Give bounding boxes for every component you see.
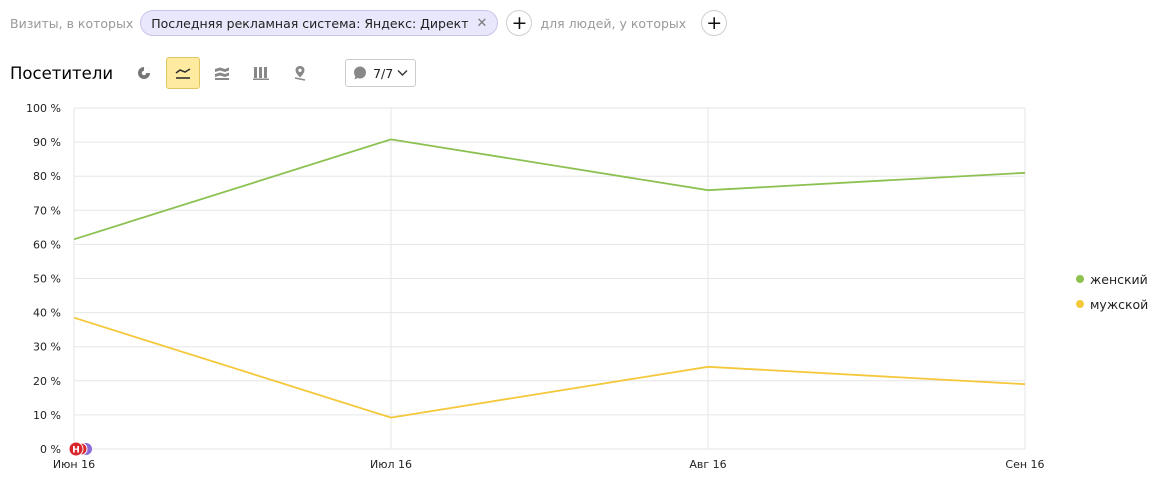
line-chart-icon (175, 68, 191, 79)
y-tick-label: 0 % (40, 443, 61, 456)
series-line-1 (73, 316, 1026, 419)
y-tick-label: 40 % (33, 307, 61, 320)
bar-chart-button[interactable] (244, 57, 278, 89)
chart-toolbar: Посетители (10, 56, 417, 90)
people-filter-label: для людей, у которых (540, 15, 687, 31)
y-tick-label: 20 % (33, 375, 61, 388)
y-tick-label: 90 % (33, 136, 61, 149)
line-chart-button[interactable] (166, 57, 201, 89)
y-tick-label: 30 % (33, 341, 61, 354)
pie-chart-button[interactable] (127, 57, 161, 89)
area-chart-icon (215, 67, 230, 80)
legend-label-male: мужской (1090, 296, 1149, 312)
legend-item-male[interactable]: мужской (1076, 296, 1149, 312)
plus-icon: + (706, 11, 723, 34)
x-tick-label: Июн 16 (53, 458, 95, 471)
y-tick-label: 100 % (26, 102, 61, 115)
annotations-dropdown[interactable]: 7/7 (345, 59, 417, 87)
area-chart-button[interactable] (205, 57, 239, 89)
close-icon[interactable]: ✕ (476, 15, 488, 31)
map-icon (294, 66, 306, 81)
y-tick-label: 60 % (33, 238, 61, 251)
chevron-down-icon (397, 70, 408, 76)
y-tick-label: 50 % (33, 273, 61, 286)
legend-label-female: женский (1090, 271, 1148, 287)
annotations-count: 7/7 (373, 65, 394, 81)
add-people-condition-button[interactable]: + (701, 10, 728, 36)
visits-filter-label: Визиты, в которых (10, 15, 134, 31)
y-tick-label: 80 % (33, 170, 61, 183)
x-tick-label: Сен 16 (1005, 458, 1044, 471)
comment-icon (354, 66, 367, 80)
add-visit-condition-button[interactable]: + (506, 10, 533, 36)
pie-chart-icon (138, 67, 151, 79)
plus-icon: + (511, 11, 528, 34)
y-tick-label: 70 % (33, 204, 61, 217)
x-tick-label: Авг 16 (689, 458, 726, 471)
bar-chart-icon (253, 67, 270, 80)
filter-chip-label: Последняя рекламная система: Яндекс: Дир… (151, 15, 469, 31)
map-button[interactable] (283, 57, 317, 89)
chart-title: Посетители (10, 63, 114, 83)
annotation-marker[interactable] (68, 441, 84, 457)
x-tick-label: Июл 16 (370, 458, 412, 471)
series-line-0 (73, 138, 1026, 241)
legend-item-female[interactable]: женский (1076, 271, 1148, 287)
legend-dot-female (1076, 275, 1084, 283)
y-tick-label: 10 % (33, 409, 61, 422)
legend-dot-male (1076, 300, 1084, 308)
ad-system-filter-chip[interactable]: Последняя рекламная система: Яндекс: Дир… (140, 10, 499, 36)
annotation-marker-label: Н (72, 446, 80, 456)
chart-legend: женский мужской (1076, 272, 1148, 322)
segment-filter-row: Визиты, в которых Последняя рекламная си… (10, 9, 735, 37)
